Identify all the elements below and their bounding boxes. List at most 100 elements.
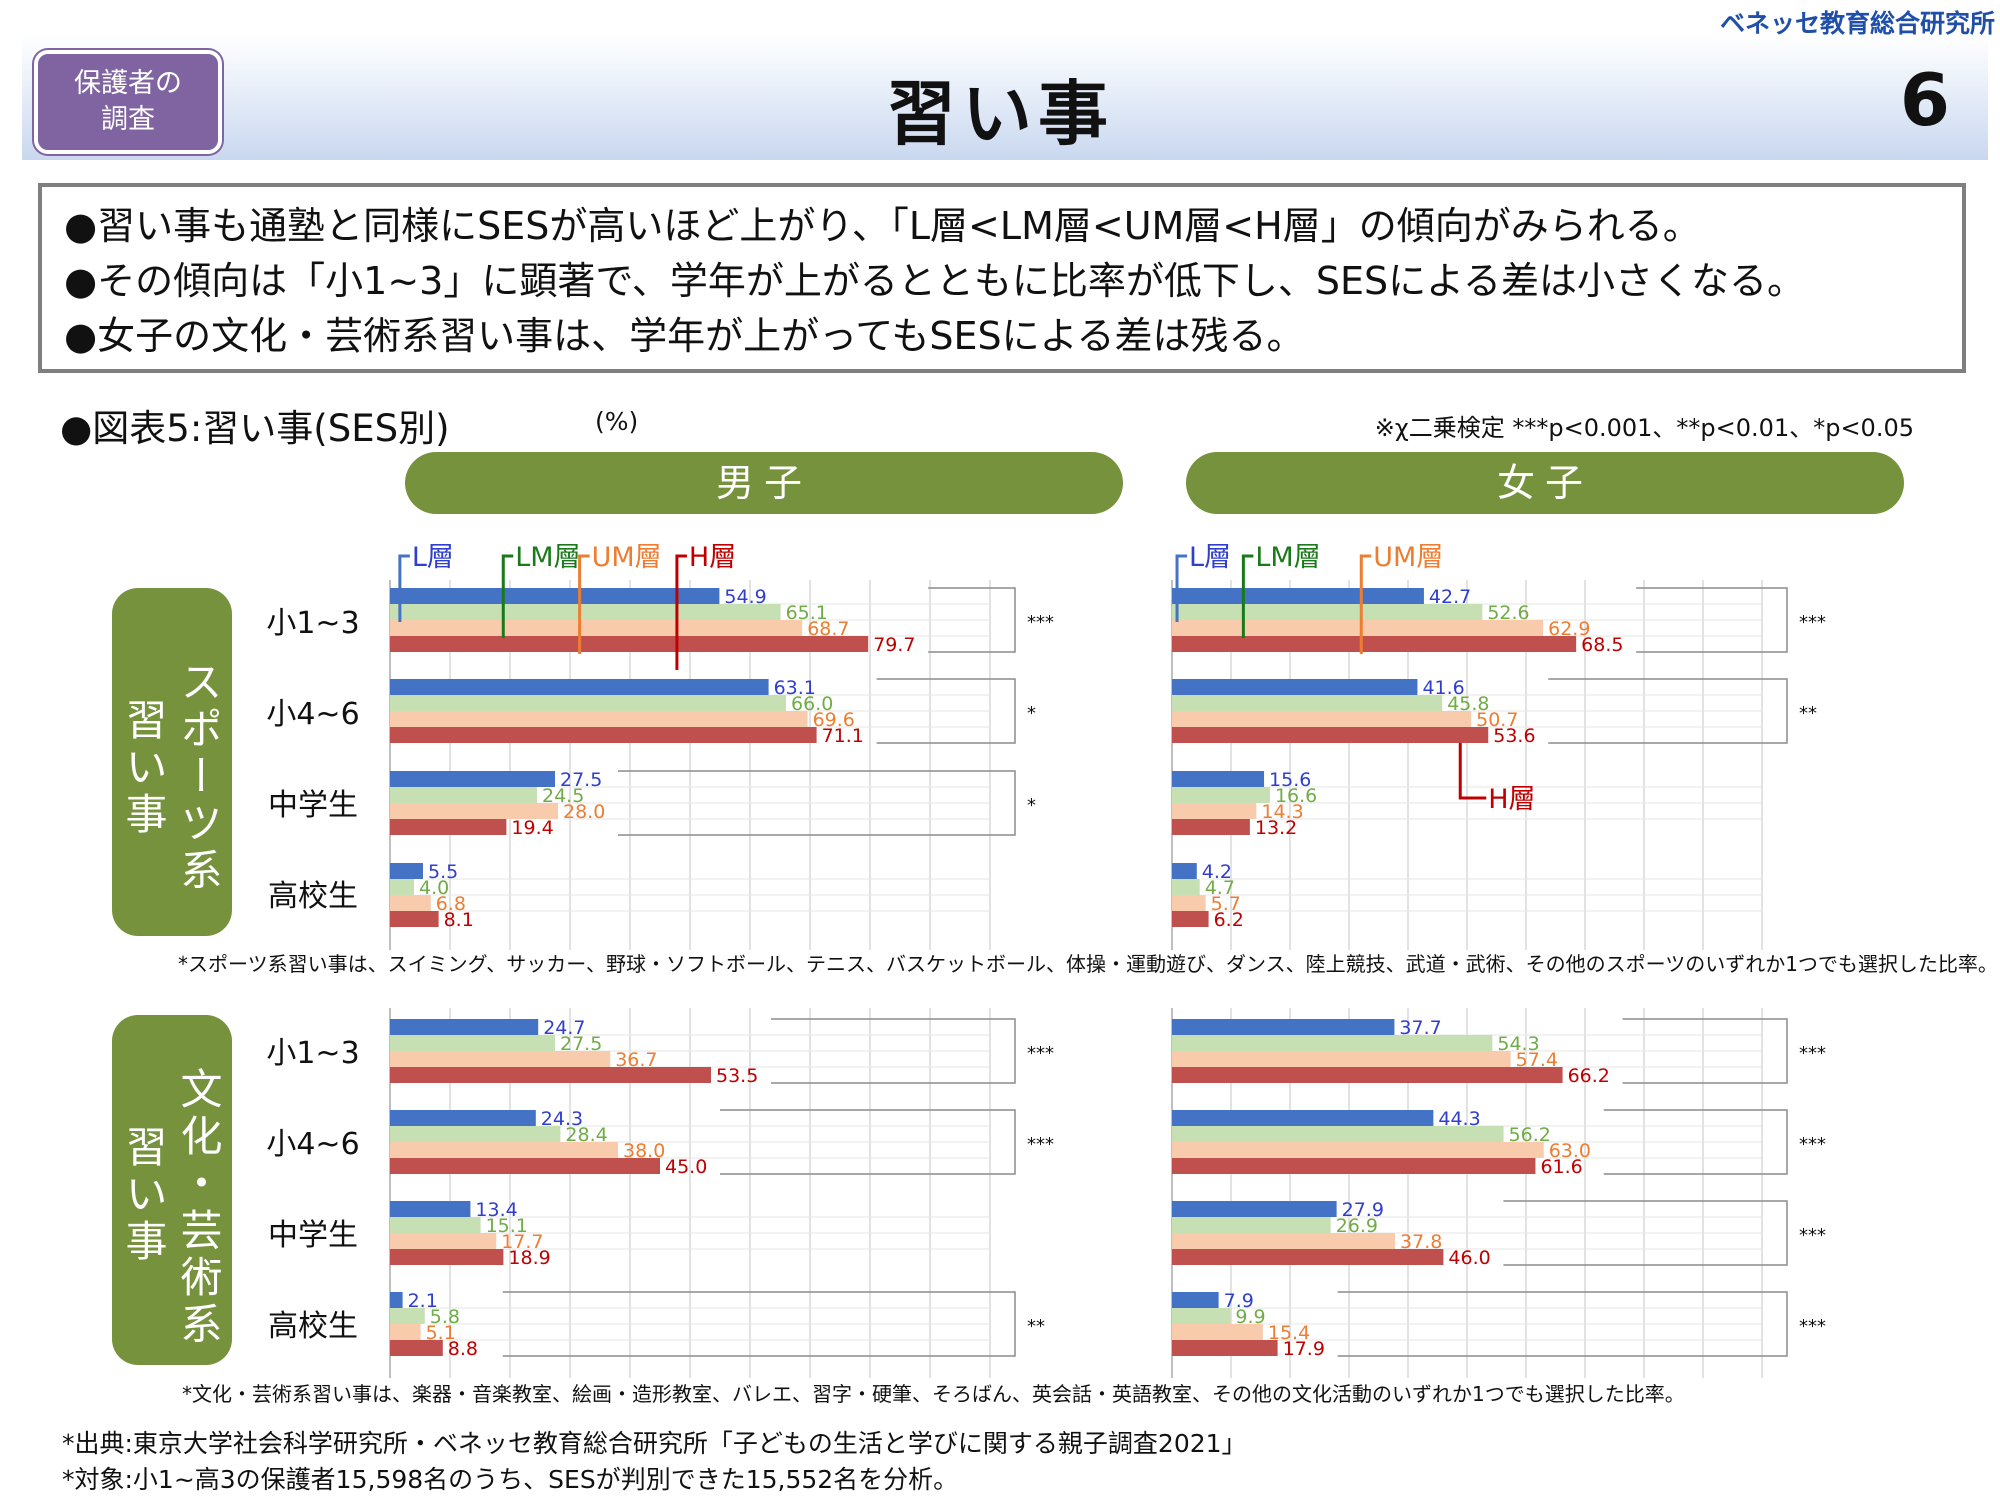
badge-line-1: 保護者の <box>74 68 182 99</box>
significance-mark-male-culture-g1: *** <box>1027 1043 1054 1064</box>
callout-line-female-sports-s2 <box>1241 554 1254 638</box>
bar-female-sports-g2-s1 <box>1172 679 1418 695</box>
value-label-female-culture-g2-s2: 56.2 <box>1509 1124 1551 1146</box>
significance-test-note: ※χ二乗検定 ***p<0.001、**p<0.01、*p<0.05 <box>1374 414 1914 442</box>
bar-male-culture-g1-s2 <box>390 1035 555 1051</box>
bar-male-sports-g3-s2 <box>390 787 537 803</box>
bar-female-culture-g4-s3 <box>1172 1324 1263 1340</box>
bar-female-sports-g3-s2 <box>1172 787 1270 803</box>
bar-female-sports-g4-s3 <box>1172 895 1206 911</box>
bar-female-sports-g3-s4 <box>1172 819 1250 835</box>
significance-mark-female-sports-g2: ** <box>1799 703 1817 724</box>
bar-male-sports-g4-s1 <box>390 863 423 879</box>
value-label-female-sports-g1-s3: 62.9 <box>1548 618 1590 640</box>
significance-mark-male-sports-g2: * <box>1027 703 1036 724</box>
value-label-female-culture-g2-s4: 61.6 <box>1540 1156 1582 1178</box>
value-label-female-culture-g2-s3: 63.0 <box>1549 1140 1591 1162</box>
callout-label-female-sports-s3: UM層 <box>1373 542 1443 573</box>
callout-line-female-sports-s3 <box>1359 554 1372 654</box>
target-description: *対象:小1~高3の保護者15,598名のうち、SESが判別できた15,552名… <box>62 1465 959 1494</box>
callout-label-male-sports-s1: L層 <box>412 542 454 573</box>
summary-box: ●習い事も通塾と同様にSESが高いほど上がり、「L層<LM層<UM層<H層」の傾… <box>38 183 1966 373</box>
significance-bracket-female-culture-g2 <box>1603 1109 1788 1175</box>
significance-bracket-female-culture-g3 <box>1503 1200 1788 1266</box>
grade-label-sports-4: 高校生 <box>268 879 358 914</box>
callout-label-female-sports-s4: H層 <box>1488 784 1535 815</box>
bar-female-culture-g4-s1 <box>1172 1292 1219 1308</box>
callout-line-male-sports-s3 <box>578 554 590 654</box>
bar-female-culture-g3-s1 <box>1172 1201 1337 1217</box>
value-label-female-sports-g2-s1: 41.6 <box>1422 677 1464 699</box>
bar-male-sports-g2-s4 <box>390 727 817 743</box>
value-label-male-culture-g2-s3: 38.0 <box>623 1140 665 1162</box>
male-header-pill: 男子 <box>405 452 1123 514</box>
value-label-female-sports-g4-s3: 5.7 <box>1211 893 1241 915</box>
value-label-female-culture-g2-s1: 44.3 <box>1438 1108 1480 1130</box>
value-label-male-sports-g3-s3: 28.0 <box>563 801 605 823</box>
grade-label-culture-2: 小4~6 <box>266 1127 360 1162</box>
significance-mark-female-culture-g2: *** <box>1799 1134 1826 1155</box>
summary-line-2: ●その傾向は「小1~3」に顕著で、学年が上がるとともに比率が低下し、SESによる… <box>64 259 1805 303</box>
bar-female-culture-g2-s2 <box>1172 1126 1504 1142</box>
bar-female-sports-g1-s3 <box>1172 620 1544 636</box>
bar-male-culture-g1-s1 <box>390 1019 539 1035</box>
bar-female-culture-g3-s4 <box>1172 1249 1444 1265</box>
value-label-female-culture-g3-s1: 27.9 <box>1342 1199 1384 1221</box>
bar-female-sports-g1-s4 <box>1172 636 1577 652</box>
value-label-female-sports-g3-s3: 14.3 <box>1261 801 1303 823</box>
significance-bracket-male-sports-g3 <box>618 770 1016 836</box>
bar-male-sports-g1-s3 <box>390 620 803 636</box>
bar-female-culture-g1-s2 <box>1172 1035 1493 1051</box>
value-label-female-culture-g4-s3: 15.4 <box>1268 1322 1310 1344</box>
value-label-male-culture-g2-s1: 24.3 <box>541 1108 583 1130</box>
bar-male-culture-g4-s3 <box>390 1324 421 1340</box>
grade-label-sports-1: 小1~3 <box>266 606 360 641</box>
value-label-male-culture-g2-s4: 45.0 <box>665 1156 707 1178</box>
bar-male-sports-g1-s1 <box>390 588 720 604</box>
bar-female-sports-g2-s4 <box>1172 727 1489 743</box>
significance-bracket-female-sports-g2 <box>1548 678 1788 744</box>
significance-mark-male-sports-g3: * <box>1027 795 1036 816</box>
value-label-female-sports-g4-s1: 4.2 <box>1202 861 1232 883</box>
significance-mark-male-sports-g1: *** <box>1027 612 1054 633</box>
bar-female-culture-g2-s3 <box>1172 1142 1544 1158</box>
significance-mark-female-sports-g1: *** <box>1799 612 1826 633</box>
bar-male-sports-g2-s1 <box>390 679 769 695</box>
category-sports-line1: スポーツ系 <box>174 660 223 895</box>
value-label-male-culture-g4-s2: 5.8 <box>430 1306 460 1328</box>
bar-male-culture-g2-s2 <box>390 1126 561 1142</box>
value-label-female-culture-g1-s3: 57.4 <box>1516 1049 1558 1071</box>
bar-male-culture-g3-s1 <box>390 1201 471 1217</box>
callout-label-male-sports-s2: LM層 <box>515 542 580 573</box>
source-citation: *出典:東京大学社会科学研究所・ベネッセ教育総合研究所「子どもの生活と学びに関す… <box>62 1429 1247 1458</box>
value-label-male-sports-g3-s4: 19.4 <box>511 817 553 839</box>
bar-female-culture-g2-s1 <box>1172 1110 1434 1126</box>
value-label-male-sports-g2-s1: 63.1 <box>774 677 816 699</box>
bar-female-sports-g4-s1 <box>1172 863 1197 879</box>
value-label-male-sports-g1-s1: 54.9 <box>724 586 766 608</box>
category-pill-culture: 文化・芸術系 習い事 <box>112 1015 232 1365</box>
survey-badge: 保護者の 調査 <box>34 50 222 154</box>
bar-female-sports-g3-s1 <box>1172 771 1265 787</box>
figure-unit: (%) <box>595 407 639 436</box>
bar-male-sports-g4-s2 <box>390 879 414 895</box>
bar-female-sports-g4-s2 <box>1172 879 1200 895</box>
grade-label-sports-3: 中学生 <box>268 788 358 823</box>
significance-bracket-female-culture-g4 <box>1337 1291 1788 1357</box>
bar-female-sports-g1-s1 <box>1172 588 1424 604</box>
value-label-male-culture-g3-s4: 18.9 <box>508 1247 550 1269</box>
footnote-sports: *スポーツ系習い事は、スイミング、サッカー、野球・ソフトボール、テニス、バスケッ… <box>178 952 1998 976</box>
bar-male-culture-g3-s4 <box>390 1249 504 1265</box>
value-label-female-sports-g2-s3: 50.7 <box>1476 709 1518 731</box>
value-label-male-sports-g2-s2: 66.0 <box>791 693 833 715</box>
value-label-female-culture-g3-s2: 26.9 <box>1336 1215 1378 1237</box>
value-label-male-culture-g3-s2: 15.1 <box>486 1215 528 1237</box>
value-label-male-sports-g3-s2: 24.5 <box>542 785 584 807</box>
bar-female-sports-g1-s2 <box>1172 604 1483 620</box>
significance-bracket-male-culture-g2 <box>720 1109 1016 1175</box>
bar-male-culture-g1-s4 <box>390 1067 711 1083</box>
grade-label-culture-3: 中学生 <box>268 1218 358 1253</box>
value-label-male-sports-g2-s4: 71.1 <box>822 725 864 747</box>
value-label-male-sports-g4-s4: 8.1 <box>444 909 474 931</box>
bar-male-sports-g2-s2 <box>390 695 786 711</box>
